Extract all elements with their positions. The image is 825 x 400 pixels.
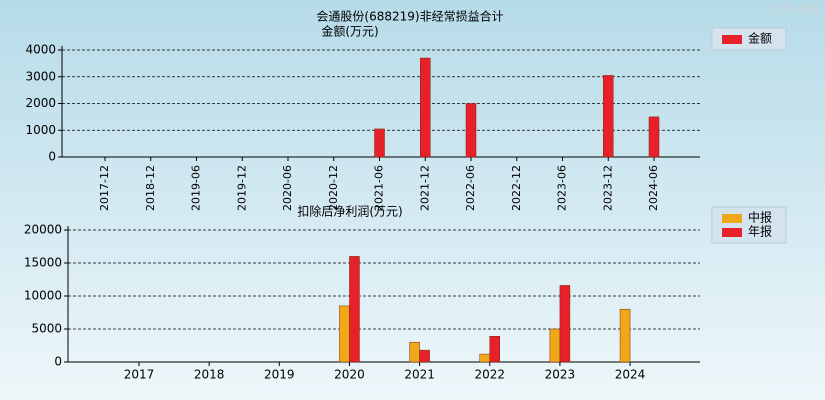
watermark: CFi.CN (772, 3, 820, 18)
bar (339, 305, 350, 363)
y-tick-label: 4000 (25, 43, 56, 57)
legend-label: 中报 (748, 210, 772, 225)
x-tick-label: 2022-06 (464, 165, 477, 211)
bar (479, 353, 490, 363)
y-axis-label: 金额(万元) (321, 24, 378, 39)
legend-swatch (722, 228, 742, 237)
x-tick-label: 2023 (545, 368, 576, 382)
y-tick-label: 5000 (31, 322, 62, 336)
bar (489, 336, 500, 363)
x-tick-label: 2022 (474, 368, 505, 382)
x-tick-label: 2021-12 (418, 165, 431, 211)
x-tick-label: 2024 (615, 368, 646, 382)
bar (349, 256, 360, 363)
y-tick-label: 3000 (25, 69, 56, 83)
bar (419, 349, 430, 363)
x-tick-label: 2018-12 (144, 165, 157, 211)
x-tick-label: 2019-06 (190, 165, 203, 211)
x-tick-label: 2022-12 (510, 165, 523, 211)
y-tick-label: 15000 (24, 256, 62, 270)
x-tick-label: 2020 (334, 368, 365, 382)
x-tick-label: 2021-06 (373, 165, 386, 211)
legend-box (711, 206, 787, 244)
x-tick-label: 2023-12 (601, 165, 614, 211)
x-tick-label: 2017 (124, 368, 155, 382)
x-tick-label: 2019-12 (235, 165, 248, 211)
legend-swatch (722, 214, 742, 223)
y-tick-label: 10000 (24, 289, 62, 303)
x-tick-label: 2019 (264, 368, 295, 382)
y-tick-label: 1000 (25, 123, 56, 137)
bar (559, 285, 571, 363)
legend-box (711, 27, 787, 51)
y-tick-label: 2000 (25, 96, 56, 110)
x-tick-label: 2021 (404, 368, 435, 382)
bar (603, 75, 614, 158)
x-tick-label: 2023-06 (556, 165, 569, 211)
x-tick-label: 2020-12 (327, 165, 340, 211)
bar (374, 128, 385, 158)
x-tick-label: 2020-06 (281, 165, 294, 211)
legend-label: 年报 (748, 224, 772, 239)
y-tick-label: 0 (48, 150, 56, 164)
bar (409, 341, 420, 363)
bar (420, 57, 431, 158)
chart-title: 会通股份(688219)非经常损益合计 (316, 9, 503, 24)
chart-title: 扣除后净利润(万元) (297, 204, 402, 219)
legend-swatch (722, 35, 742, 44)
bar (549, 328, 561, 363)
x-tick-label: 2017-12 (98, 165, 111, 211)
bar (648, 116, 660, 158)
x-tick-label: 2024-06 (647, 165, 660, 211)
legend-label: 金额 (748, 31, 772, 46)
y-tick-label: 0 (54, 355, 62, 369)
bar (619, 308, 631, 363)
bar (465, 103, 477, 158)
y-tick-label: 20000 (24, 223, 62, 237)
x-tick-label: 2018 (194, 368, 225, 382)
